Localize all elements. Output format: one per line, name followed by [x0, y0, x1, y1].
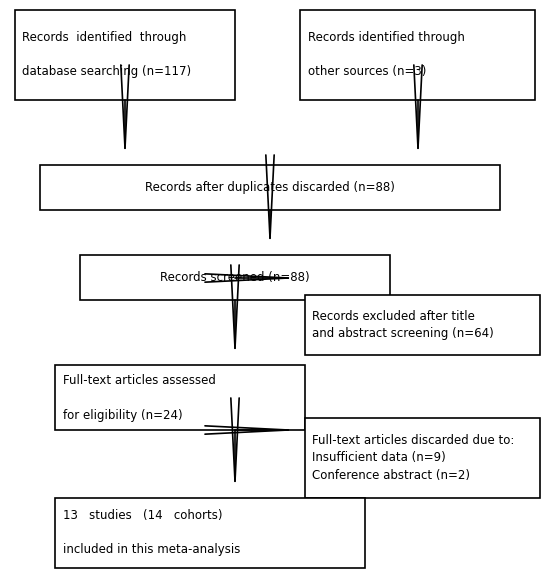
Bar [305, 418, 540, 498]
Text: Records screened (n=88): Records screened (n=88) [160, 272, 310, 284]
Text: Records after duplicates discarded (n=88): Records after duplicates discarded (n=88… [145, 181, 395, 195]
Text: 13   studies   (14   cohorts)

included in this meta-analysis: 13 studies (14 cohorts) included in this… [63, 509, 240, 557]
Bar [300, 10, 535, 100]
Bar [55, 498, 365, 568]
Bar [40, 165, 500, 210]
Text: Full-text articles discarded due to:
Insufficient data (n=9)
Conference abstract: Full-text articles discarded due to: Ins… [312, 435, 514, 481]
Bar [15, 10, 235, 100]
Text: Records identified through

other sources (n=3): Records identified through other sources… [308, 31, 465, 79]
Bar [80, 255, 390, 300]
Text: Full-text articles assessed

for eligibility (n=24): Full-text articles assessed for eligibil… [63, 375, 216, 421]
Text: Records  identified  through

database searching (n=117): Records identified through database sear… [22, 31, 191, 79]
Bar [55, 365, 305, 430]
Text: Records excluded after title
and abstract screening (n=64): Records excluded after title and abstrac… [312, 310, 494, 340]
Bar [305, 295, 540, 355]
